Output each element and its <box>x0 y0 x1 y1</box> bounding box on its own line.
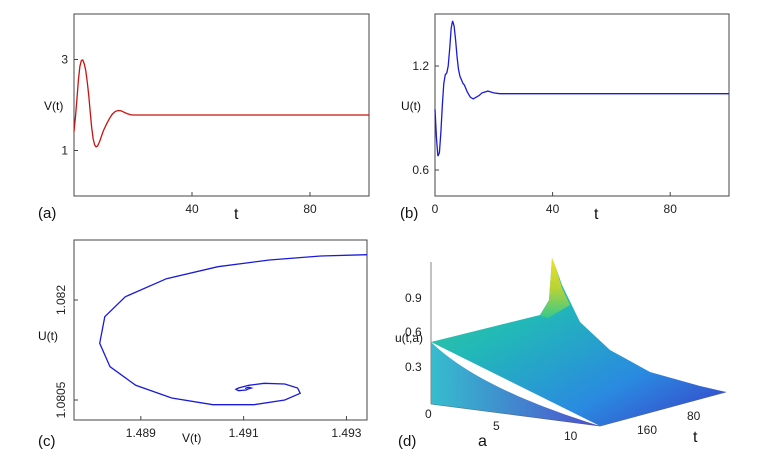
pb-ytick-label: 0.6 <box>412 163 429 177</box>
pb-ytick-label: 1.2 <box>412 59 429 73</box>
panel-b: 0 40 80 0.6 1.2 U(t) t (b) <box>400 13 730 223</box>
panel-d-xlabel: a <box>478 433 487 450</box>
panel-d-ztick-0.9: 0.9 <box>405 291 422 305</box>
panel-d-ttick-160: 160 <box>637 423 657 437</box>
panel-c-frame <box>73 239 368 421</box>
panel-b-xlabel: t <box>594 206 599 223</box>
panel-d-label: (d) <box>398 433 416 450</box>
panel-b-ylabel: U(t) <box>401 99 421 113</box>
panel-d: 0.9 0.6 0.3 u(t,a) 0 5 10 a 80 160 t (d) <box>395 258 727 450</box>
pa-xtick-label: 80 <box>303 202 317 216</box>
pc-xtick-label: 1.493 <box>331 426 361 440</box>
pc-ytick-label: 1.0805 <box>54 381 68 418</box>
pa-ytick-label: 1 <box>61 144 68 158</box>
panel-c-xlabel: V(t) <box>182 431 201 445</box>
pb-xtick-label: 0 <box>432 202 439 216</box>
panel-a-ylabel: V(t) <box>44 99 63 113</box>
panel-a-frame <box>73 13 370 197</box>
panel-c-series-line <box>99 254 368 406</box>
panel-b-frame <box>434 13 730 197</box>
panel-a-label: (a) <box>38 205 56 222</box>
panel-d-ztick-0.6: 0.6 <box>405 325 422 339</box>
panel-d-atick-5: 5 <box>493 419 500 433</box>
panel-c-ylabel: U(t) <box>38 329 58 343</box>
panel-b-series-line <box>434 20 729 157</box>
pb-xtick-label: 80 <box>664 202 678 216</box>
panel-d-ylabel: t <box>693 429 698 446</box>
panel-d-surface-front <box>431 342 600 426</box>
panel-d-surface <box>431 258 726 426</box>
panel-c-label: (c) <box>38 433 56 450</box>
panel-c: 1.489 1.491 1.493 1.0805 1.082 U(t) V(t) (c) <box>38 239 368 450</box>
panel-d-zlabel: u(t,a) <box>395 331 423 345</box>
panel-d-ztick-0.3: 0.3 <box>405 360 422 374</box>
panel-d-surface-spike <box>540 258 570 318</box>
panel-a: 40 80 1 3 V(t) t (a) <box>38 13 370 223</box>
pc-ytick-label: 1.082 <box>54 285 68 315</box>
panel-d-atick-0: 0 <box>425 407 432 421</box>
pb-xtick-label: 40 <box>546 202 560 216</box>
pc-xtick-label: 1.491 <box>229 426 259 440</box>
panel-d-atick-10: 10 <box>564 429 578 443</box>
pa-ytick-label: 3 <box>61 53 68 67</box>
pa-xtick-label: 40 <box>185 202 199 216</box>
panel-a-xlabel: t <box>234 206 239 223</box>
pc-xtick-label: 1.489 <box>126 426 156 440</box>
panel-a-series-line <box>73 59 369 148</box>
panel-b-label: (b) <box>400 205 418 222</box>
panel-d-ttick-80: 80 <box>687 409 701 423</box>
